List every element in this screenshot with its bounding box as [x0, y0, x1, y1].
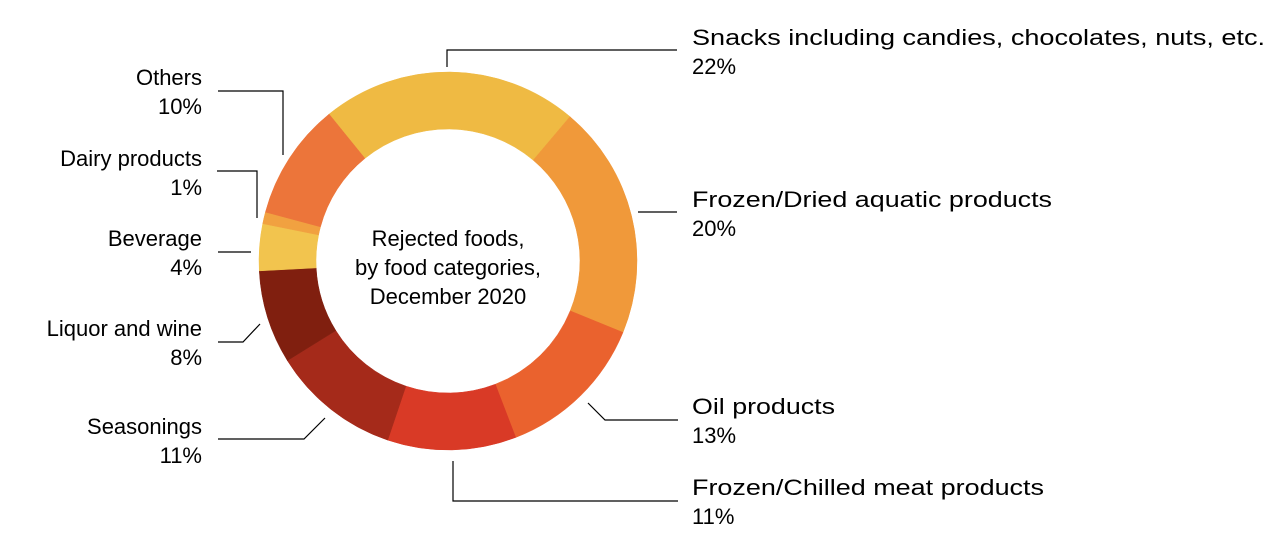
leader-lines	[217, 49, 678, 502]
label-liquor: Liquor and wine 8%	[47, 316, 202, 370]
donut-slices	[258, 71, 638, 451]
center-title: Rejected foods, by food categories, Dece…	[355, 226, 541, 309]
label-beverage-pct: 4%	[170, 255, 202, 280]
label-meat: Frozen/Chilled meat products 11%	[692, 475, 1044, 529]
label-aquatic-name: Frozen/Dried aquatic products	[692, 187, 1052, 212]
label-snacks-pct: 22%	[692, 54, 736, 79]
center-title-line-2: by food categories,	[355, 255, 541, 280]
label-aquatic: Frozen/Dried aquatic products 20%	[692, 187, 1052, 241]
donut-slice-frozen-dried-aquatic-products	[532, 116, 638, 333]
label-dairy-pct: 1%	[170, 175, 202, 200]
label-others: Others 10%	[136, 65, 202, 119]
leader-seasonings	[218, 417, 326, 440]
label-oil: Oil products 13%	[692, 394, 835, 448]
label-seasonings-name: Seasonings	[87, 414, 202, 439]
donut-slice-frozen-chilled-meat-products	[387, 383, 517, 451]
label-dairy: Dairy products 1%	[60, 146, 202, 200]
center-title-line-1: Rejected foods,	[372, 226, 525, 251]
leader-meat	[452, 461, 678, 502]
label-seasonings-pct: 11%	[160, 443, 202, 468]
center-title-line-3: December 2020	[370, 284, 527, 309]
label-meat-name: Frozen/Chilled meat products	[692, 475, 1044, 500]
label-beverage: Beverage 4%	[108, 226, 202, 280]
label-liquor-name: Liquor and wine	[47, 316, 202, 341]
donut-slice-others	[265, 113, 366, 228]
leader-oil	[587, 402, 678, 421]
label-dairy-name: Dairy products	[60, 146, 202, 171]
label-snacks: Snacks including candies, chocolates, nu…	[692, 25, 1265, 79]
donut-slice-snacks-including-candies-chocolates-nuts-etc	[328, 71, 571, 161]
label-liquor-pct: 8%	[170, 345, 202, 370]
label-snacks-name: Snacks including candies, chocolates, nu…	[692, 25, 1265, 50]
label-oil-name: Oil products	[692, 394, 835, 419]
leader-dairy	[217, 170, 258, 218]
label-beverage-name: Beverage	[108, 226, 202, 251]
label-others-pct: 10%	[158, 94, 202, 119]
leader-snacks	[446, 49, 677, 67]
label-seasonings: Seasonings 11%	[87, 414, 202, 468]
label-others-name: Others	[136, 65, 202, 90]
leader-liquor	[218, 323, 261, 343]
label-meat-pct: 11%	[692, 504, 734, 529]
leader-others	[218, 90, 284, 155]
label-oil-pct: 13%	[692, 423, 736, 448]
label-aquatic-pct: 20%	[692, 216, 736, 241]
